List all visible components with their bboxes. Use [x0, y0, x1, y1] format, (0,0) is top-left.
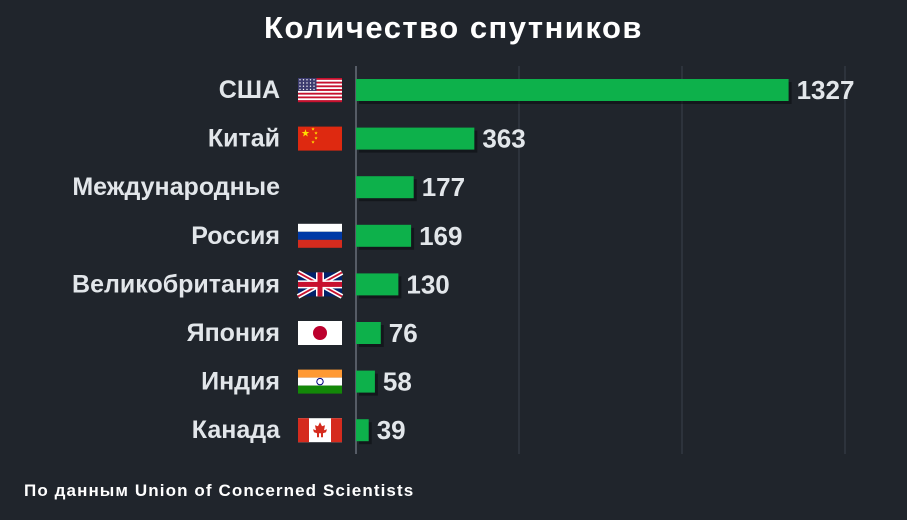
value-label: 58	[383, 367, 412, 397]
bar	[356, 419, 369, 442]
chart-title: Количество спутников	[264, 10, 643, 45]
category-label: Япония	[187, 319, 280, 347]
bar	[356, 127, 475, 150]
value-label: 1327	[797, 75, 855, 105]
cn-flag-icon: ★ ★★★★	[298, 126, 342, 151]
category-label: США	[219, 76, 280, 104]
category-label: Международные	[72, 173, 280, 201]
category-label: Россия	[191, 222, 280, 250]
value-label: 76	[389, 318, 418, 348]
value-label: 177	[422, 172, 465, 202]
category-label: Великобритания	[72, 270, 280, 298]
jp-flag-icon	[298, 321, 342, 345]
bar	[356, 176, 414, 199]
bar	[356, 370, 375, 393]
svg-text:★: ★	[314, 136, 318, 142]
gb-flag-icon	[296, 270, 344, 299]
svg-text:★: ★	[301, 129, 310, 140]
bar	[356, 224, 412, 247]
value-label: 169	[419, 221, 462, 251]
ru-flag-icon	[298, 223, 342, 248]
value-label: 130	[406, 269, 449, 299]
source-note: По данным Union of Concerned Scientists	[24, 481, 415, 500]
bar	[356, 79, 789, 101]
category-label: Индия	[201, 368, 280, 396]
value-label: 39	[377, 415, 406, 445]
value-label: 363	[482, 124, 525, 154]
svg-text:★: ★	[314, 131, 318, 137]
bar	[356, 322, 381, 344]
bar	[356, 273, 399, 296]
in-flag-icon	[298, 369, 342, 394]
us-flag-icon	[298, 78, 342, 103]
svg-text:★: ★	[311, 140, 315, 146]
svg-text:★: ★	[311, 127, 315, 133]
ca-flag-icon	[298, 418, 342, 443]
category-label: Канада	[192, 416, 281, 444]
category-label: Китай	[208, 125, 280, 153]
